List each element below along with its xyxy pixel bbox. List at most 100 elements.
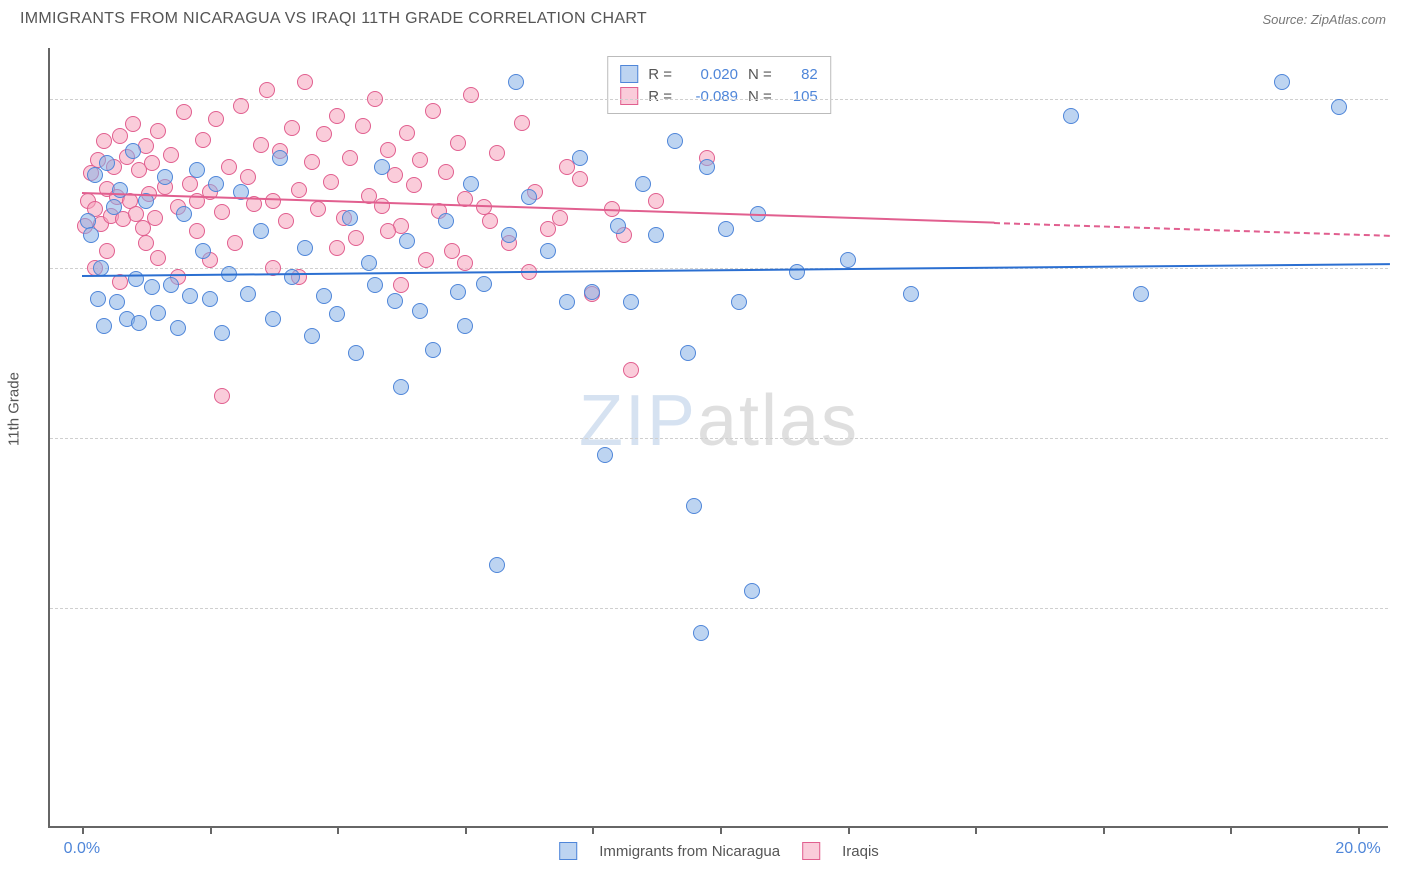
data-point: [87, 167, 103, 183]
data-point: [304, 154, 320, 170]
data-point: [265, 311, 281, 327]
data-point: [144, 155, 160, 171]
data-point: [1063, 108, 1079, 124]
stats-R-nicaragua: 0.020: [682, 66, 738, 83]
x-tick: [975, 826, 977, 834]
data-point: [182, 288, 198, 304]
stats-N-iraqis: 105: [782, 88, 818, 105]
y-tick-label: 80.0%: [1396, 429, 1406, 447]
data-point: [1331, 99, 1347, 115]
data-point: [508, 74, 524, 90]
data-point: [584, 284, 600, 300]
data-point: [367, 91, 383, 107]
data-point: [393, 379, 409, 395]
data-point: [176, 104, 192, 120]
data-point: [731, 294, 747, 310]
data-point: [623, 362, 639, 378]
data-point: [96, 133, 112, 149]
swatch-blue: [620, 65, 638, 83]
stats-R-iraqis: -0.089: [682, 88, 738, 105]
data-point: [686, 498, 702, 514]
data-point: [310, 201, 326, 217]
data-point: [540, 243, 556, 259]
data-point: [718, 221, 734, 237]
trend-line-dashed: [994, 222, 1390, 237]
y-tick-label: 100.0%: [1396, 90, 1406, 108]
data-point: [476, 276, 492, 292]
data-point: [83, 227, 99, 243]
stats-label-N2: N =: [748, 88, 772, 105]
data-point: [482, 213, 498, 229]
data-point: [208, 111, 224, 127]
data-point: [195, 132, 211, 148]
data-point: [450, 135, 466, 151]
data-point: [150, 305, 166, 321]
data-point: [176, 206, 192, 222]
data-point: [1133, 286, 1149, 302]
y-axis-label: 11th Grade: [6, 372, 23, 446]
data-point: [329, 240, 345, 256]
legend-swatch-iraqis: [802, 842, 820, 860]
data-point: [278, 213, 294, 229]
data-point: [150, 250, 166, 266]
data-point: [233, 98, 249, 114]
data-point: [699, 159, 715, 175]
data-point: [597, 447, 613, 463]
data-point: [572, 171, 588, 187]
stats-legend-box: R = 0.020 N = 82 R = -0.089 N = 105: [607, 56, 831, 114]
y-tick-label: 90.0%: [1396, 259, 1406, 277]
data-point: [572, 150, 588, 166]
gridline-h: [50, 99, 1388, 100]
data-point: [99, 243, 115, 259]
data-point: [412, 303, 428, 319]
data-point: [147, 210, 163, 226]
data-point: [304, 328, 320, 344]
x-tick: [210, 826, 212, 834]
y-tick-label: 70.0%: [1396, 599, 1406, 617]
data-point: [559, 294, 575, 310]
source-prefix: Source:: [1262, 12, 1310, 27]
data-point: [157, 169, 173, 185]
stats-N-nicaragua: 82: [782, 66, 818, 83]
data-point: [457, 255, 473, 271]
x-tick: [1358, 826, 1360, 834]
data-point: [425, 342, 441, 358]
x-tick: [337, 826, 339, 834]
data-point: [240, 286, 256, 302]
data-point: [297, 240, 313, 256]
data-point: [648, 227, 664, 243]
data-point: [457, 318, 473, 334]
swatch-pink: [620, 87, 638, 105]
watermark-atlas: atlas: [697, 381, 859, 461]
data-point: [418, 252, 434, 268]
data-point: [348, 230, 364, 246]
data-point: [489, 557, 505, 573]
data-point: [342, 150, 358, 166]
data-point: [106, 199, 122, 215]
data-point: [374, 198, 390, 214]
data-point: [125, 116, 141, 132]
data-point: [214, 325, 230, 341]
legend-label-iraqis: Iraqis: [842, 843, 879, 860]
data-point: [348, 345, 364, 361]
data-point: [789, 264, 805, 280]
data-point: [552, 210, 568, 226]
data-point: [393, 277, 409, 293]
data-point: [667, 133, 683, 149]
data-point: [316, 288, 332, 304]
stats-row-iraqis: R = -0.089 N = 105: [620, 85, 818, 107]
data-point: [489, 145, 505, 161]
watermark-zip: ZIP: [579, 381, 697, 461]
data-point: [221, 159, 237, 175]
data-point: [90, 291, 106, 307]
data-point: [214, 204, 230, 220]
title-bar: IMMIGRANTS FROM NICARAGUA VS IRAQI 11TH …: [0, 0, 1406, 34]
data-point: [501, 227, 517, 243]
x-tick: [848, 826, 850, 834]
gridline-h: [50, 608, 1388, 609]
data-point: [163, 147, 179, 163]
data-point: [323, 174, 339, 190]
data-point: [253, 223, 269, 239]
data-point: [240, 169, 256, 185]
source-attribution: Source: ZipAtlas.com: [1262, 12, 1386, 27]
